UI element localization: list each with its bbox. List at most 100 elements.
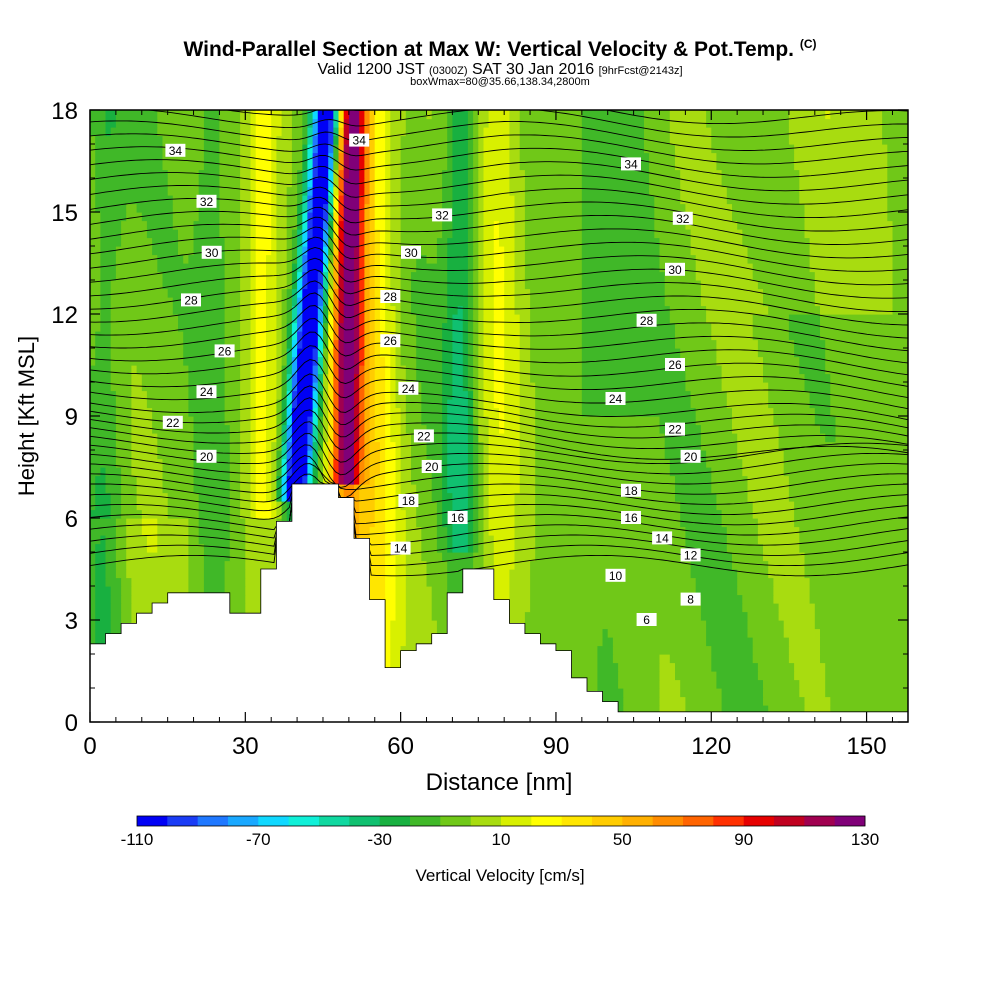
field-cell xyxy=(255,161,272,171)
field-cell xyxy=(354,246,360,256)
field-cell xyxy=(291,263,298,273)
field-cell xyxy=(747,611,780,621)
field-cell xyxy=(416,509,438,519)
field-cell xyxy=(385,594,397,604)
field-cell xyxy=(271,144,277,154)
field-cell xyxy=(302,280,309,290)
field-cell xyxy=(328,144,334,154)
field-cell xyxy=(364,552,386,562)
colorbar-swatch xyxy=(834,816,866,826)
field-cell xyxy=(266,407,277,417)
field-cell xyxy=(478,212,485,222)
field-cell xyxy=(90,305,101,315)
field-cell xyxy=(483,356,495,366)
field-cell xyxy=(473,390,479,400)
field-cell xyxy=(835,424,908,434)
field-cell xyxy=(478,441,485,451)
field-cell xyxy=(338,263,345,273)
field-cell xyxy=(100,467,107,477)
field-cell xyxy=(452,178,469,188)
field-cell xyxy=(442,492,454,502)
field-cell xyxy=(374,331,381,341)
field-cell xyxy=(224,577,246,587)
contour-label: 26 xyxy=(384,334,398,348)
field-cell xyxy=(271,237,277,247)
field-cell xyxy=(374,484,386,494)
field-cell xyxy=(302,263,309,273)
field-cell xyxy=(695,271,754,281)
field-cell xyxy=(452,169,469,179)
field-cell xyxy=(426,577,448,587)
contour-label: 30 xyxy=(404,246,418,260)
field-cell xyxy=(395,535,407,545)
field-cell xyxy=(354,305,360,315)
field-cell xyxy=(250,297,257,307)
field-cell xyxy=(385,407,391,417)
field-cell xyxy=(240,161,252,171)
contour-label: 32 xyxy=(200,195,214,209)
field-cell xyxy=(732,203,806,213)
field-cell xyxy=(421,382,443,392)
field-cell xyxy=(126,543,148,553)
field-cell xyxy=(581,288,666,298)
field-cell xyxy=(711,127,790,137)
field-cell xyxy=(281,441,288,451)
field-cell xyxy=(814,603,908,613)
field-cell xyxy=(690,229,743,239)
contour-label-bg xyxy=(380,334,401,348)
colorbar-swatch xyxy=(319,816,350,826)
field-cell xyxy=(504,314,521,324)
field-cell xyxy=(675,144,712,154)
field-cell xyxy=(359,399,365,409)
contour-label: 16 xyxy=(624,511,638,525)
field-cell xyxy=(390,356,397,366)
field-cell xyxy=(509,611,526,621)
field-cell xyxy=(224,280,241,290)
field-cell xyxy=(478,288,485,298)
field-cell xyxy=(240,492,252,502)
field-cell xyxy=(447,271,469,281)
field-cell xyxy=(172,305,226,315)
field-cell xyxy=(483,314,495,324)
field-cell xyxy=(467,526,474,536)
field-cell xyxy=(188,518,200,528)
field-cell xyxy=(457,305,464,315)
field-cell xyxy=(452,322,464,332)
field-cell xyxy=(509,161,521,171)
field-cell xyxy=(281,339,288,349)
field-cell xyxy=(385,535,397,545)
field-cell xyxy=(323,314,329,324)
field-cell xyxy=(229,475,241,485)
field-cell xyxy=(328,331,334,341)
field-cell xyxy=(467,195,474,205)
contour-label-bg xyxy=(636,613,657,626)
field-cell xyxy=(198,178,220,188)
field-cell xyxy=(110,305,174,315)
field-cell xyxy=(447,484,469,494)
field-cell xyxy=(581,305,671,315)
field-cell xyxy=(255,373,267,383)
field-cell xyxy=(229,543,246,553)
contour-label-bg xyxy=(421,460,442,473)
field-cell xyxy=(882,135,908,145)
field-cell xyxy=(395,577,407,587)
field-cell xyxy=(219,203,241,213)
field-cell xyxy=(473,509,479,519)
field-cell xyxy=(281,314,288,324)
field-cell xyxy=(623,705,661,715)
field-cell xyxy=(467,331,474,341)
field-cell xyxy=(317,458,324,468)
field-cell xyxy=(291,331,298,341)
field-cell xyxy=(312,424,319,434)
field-cell xyxy=(385,127,391,137)
field-cell xyxy=(203,560,226,570)
field-cell xyxy=(509,186,526,196)
field-cell xyxy=(395,373,407,383)
field-cell xyxy=(136,365,189,375)
field-cell xyxy=(369,314,376,324)
field-cell xyxy=(90,195,96,205)
field-cell xyxy=(115,552,127,562)
field-cell xyxy=(90,322,101,332)
field-cell xyxy=(473,169,479,179)
field-cell xyxy=(514,254,526,264)
